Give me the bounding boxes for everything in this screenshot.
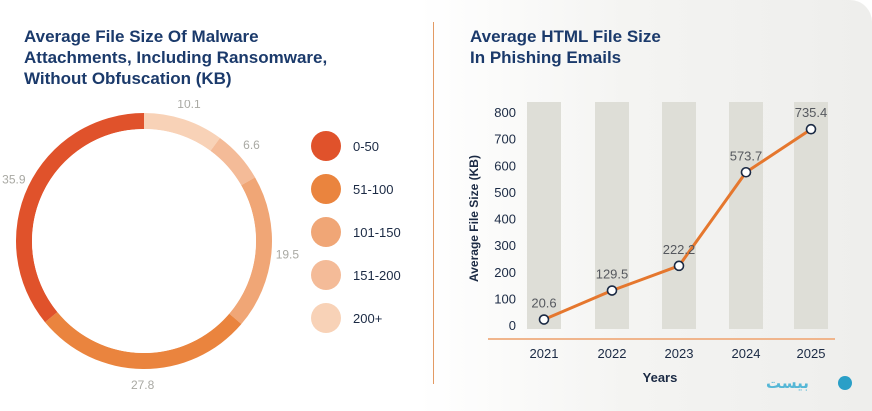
donut-slice-200 (144, 113, 220, 151)
donut-chart-title: Average File Size Of Malware Attachments… (24, 27, 328, 88)
donut-value-label: 35.9 (2, 172, 26, 186)
legend-label: 51-100 (353, 182, 394, 197)
legend-item-200: 200+ (311, 303, 421, 337)
legend-item-0-50: 0-50 (311, 131, 421, 165)
x-tick-label: 2023 (665, 346, 694, 361)
donut-value-label: 10.1 (177, 100, 201, 111)
y-tick-label: 100 (494, 291, 516, 306)
y-tick-label: 400 (494, 212, 516, 227)
data-label-2023: 222.2 (663, 242, 696, 257)
legend-label: 200+ (353, 311, 383, 326)
x-tick-label: 2021 (530, 346, 559, 361)
legend-item-51-100: 51-100 (311, 174, 421, 208)
brand-logo-text: بیست (766, 374, 809, 392)
donut-slice-51-100 (45, 312, 242, 369)
x-axis-title: Years (643, 370, 678, 385)
legend-item-151-200: 151-200 (311, 260, 421, 294)
legend-swatch (311, 131, 341, 161)
y-tick-label: 700 (494, 132, 516, 147)
y-tick-label: 500 (494, 185, 516, 200)
x-tick-label: 2022 (598, 346, 627, 361)
donut-value-label: 6.6 (243, 138, 260, 152)
brand-logo-icon (838, 376, 852, 390)
section-divider (433, 22, 434, 384)
donut-hole (32, 129, 256, 353)
data-label-2025: 735.4 (795, 105, 828, 120)
legend-swatch (311, 303, 341, 333)
brand-logo: بیست (766, 374, 856, 394)
x-tick-label: 2025 (797, 346, 826, 361)
donut-slice-0-50 (16, 113, 144, 323)
y-tick-label: 0 (509, 318, 516, 333)
data-label-2022: 129.5 (596, 267, 629, 282)
legend-swatch (311, 260, 341, 290)
y-tick-label: 800 (494, 105, 516, 120)
y-axis-title: Average File Size (KB) (467, 155, 481, 282)
line-chart-title: Average HTML File Size In Phishing Email… (470, 27, 661, 67)
y-tick-label: 200 (494, 265, 516, 280)
data-point-2024 (740, 166, 752, 178)
donut-slice-151-200 (210, 137, 256, 186)
data-label-2021: 20.6 (531, 296, 556, 311)
donut-slice-101-150 (229, 177, 272, 325)
legend-label: 0-50 (353, 139, 380, 154)
column-band-2024 (729, 102, 763, 329)
y-tick-label: 300 (494, 238, 516, 253)
x-tick-label: 2024 (732, 346, 761, 361)
line-chart: 0 100 200 300 400 500 600 700 800 2021 2022 2023 202… (467, 102, 835, 385)
legend-swatch (311, 217, 341, 247)
column-band-2025 (794, 102, 828, 329)
legend-item-101-150: 101-150 (311, 217, 421, 251)
donut-value-label: 19.5 (276, 247, 300, 261)
legend-label: 151-200 (353, 268, 401, 283)
legend-swatch (311, 174, 341, 204)
y-tick-label: 600 (494, 158, 516, 173)
column-band-2021 (527, 102, 561, 329)
data-point-2025 (805, 123, 817, 135)
data-label-2024: 573.7 (730, 148, 763, 163)
donut-value-label: 27.8 (131, 378, 155, 392)
data-point-2023 (673, 260, 685, 272)
legend-label: 101-150 (353, 225, 401, 240)
data-point-2022 (606, 285, 618, 296)
data-point-2021 (538, 314, 550, 325)
donut-chart: 10.1 6.6 19.5 27.8 35.9 (2, 100, 300, 392)
column-band-2023 (662, 102, 696, 329)
